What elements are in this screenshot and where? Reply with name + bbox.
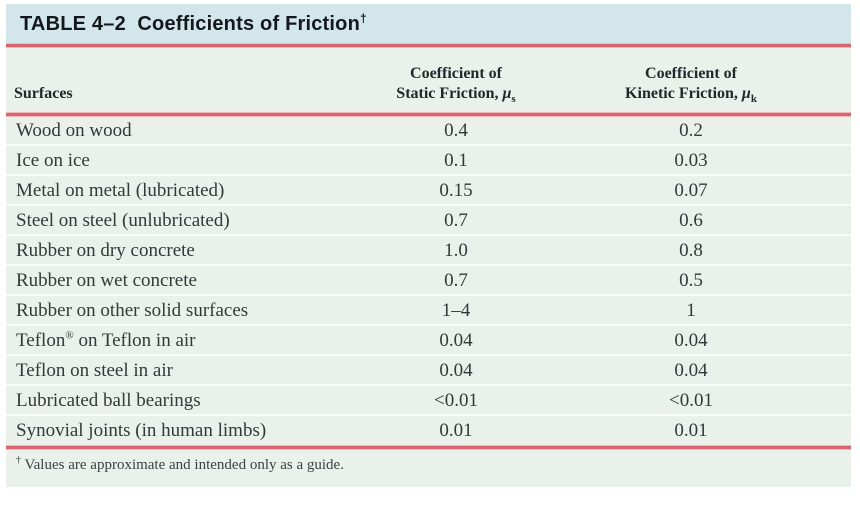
surface-name: Synovial joints (in human limbs) (16, 420, 267, 441)
surface-name: Lubricated ball bearings (16, 390, 201, 411)
table-row: Lubricated ball bearings <0.01 <0.01 (6, 386, 851, 416)
top-rule (6, 44, 851, 47)
surface-name: Steel on steel (unlubricated) (16, 210, 230, 231)
static-header-line2: Static Friction, (396, 85, 503, 102)
table-row: Synovial joints (in human limbs) 0.01 0.01 (6, 416, 851, 446)
surface-name: Rubber on dry concrete (16, 240, 195, 261)
header-rule (6, 113, 851, 116)
table-row: Rubber on dry concrete 1.0 0.8 (6, 236, 851, 266)
table-title: TABLE 4–2 Coefficients of Friction† (20, 10, 367, 36)
column-header-kinetic-friction: Coefficient of Kinetic Friction, μk (576, 64, 806, 106)
footnote-text: Values are approximate and intended only… (24, 457, 344, 473)
table-row: Rubber on wet concrete 0.7 0.5 (6, 266, 851, 296)
surface-name: Wood on wood (16, 120, 132, 141)
static-friction-value: 0.04 (439, 330, 473, 351)
surface-name: Rubber on wet concrete (16, 270, 197, 291)
footnote: † Values are approximate and intended on… (16, 455, 344, 474)
kinetic-header-line2: Kinetic Friction, (625, 85, 742, 102)
table-row: Ice on ice 0.1 0.03 (6, 146, 851, 176)
table-footnote-area: † Values are approximate and intended on… (6, 449, 851, 487)
table-row: Teflon on steel in air 0.04 0.04 (6, 356, 851, 386)
table-title-bar: TABLE 4–2 Coefficients of Friction† (6, 4, 851, 44)
bottom-rule (6, 446, 851, 449)
column-header-static-friction: Coefficient of Static Friction, μs (336, 64, 576, 106)
table-body: Wood on wood 0.4 0.2 Ice on ice 0.1 0.03 Metal… (6, 116, 851, 446)
kinetic-friction-value: 0.8 (679, 240, 703, 261)
kinetic-friction-value: 0.01 (674, 420, 708, 441)
kinetic-mu-symbol: μ (741, 85, 751, 102)
kinetic-friction-value: 0.04 (674, 360, 708, 381)
static-friction-value: 0.1 (444, 150, 468, 171)
table-row: Rubber on other solid surfaces 1–4 1 (6, 296, 851, 326)
surface-name: Teflon® on Teflon in air (16, 329, 196, 351)
table-row: Wood on wood 0.4 0.2 (6, 116, 851, 146)
kinetic-friction-value: 0.04 (674, 330, 708, 351)
table-row: Steel on steel (unlubricated) 0.7 0.6 (6, 206, 851, 236)
title-dagger-marker: † (360, 10, 367, 25)
column-header-surfaces: Surfaces (14, 85, 73, 102)
static-friction-value: 0.7 (444, 270, 468, 291)
table-header-row: Surfaces Coefficient of Static Friction,… (6, 47, 851, 113)
surface-name: Ice on ice (16, 150, 90, 171)
static-mu-symbol: μ (502, 85, 512, 102)
registered-trademark-marker: ® (65, 329, 74, 342)
table-title-text: TABLE 4–2 Coefficients of Friction (20, 12, 360, 35)
kinetic-friction-value: 0.2 (679, 120, 703, 141)
kinetic-friction-value: <0.01 (669, 390, 713, 411)
friction-table: TABLE 4–2 Coefficients of Friction† Surf… (6, 4, 851, 507)
static-header-line1: Coefficient of (410, 65, 502, 82)
kinetic-mu-subscript: k (750, 93, 757, 106)
kinetic-header-line1: Coefficient of (645, 65, 737, 82)
kinetic-friction-value: 0.03 (674, 150, 708, 171)
kinetic-friction-value: 0.6 (679, 210, 703, 231)
footnote-dagger-marker: † (16, 455, 21, 466)
table-row: Metal on metal (lubricated) 0.15 0.07 (6, 176, 851, 206)
static-friction-value: 1–4 (441, 300, 471, 321)
static-mu-subscript: s (511, 93, 516, 106)
static-friction-value: <0.01 (434, 390, 478, 411)
surface-name: Metal on metal (lubricated) (16, 180, 225, 201)
static-friction-value: 0.01 (439, 420, 473, 441)
static-friction-value: 0.04 (439, 360, 473, 381)
kinetic-friction-value: 0.5 (679, 270, 703, 291)
surface-name: Rubber on other solid surfaces (16, 300, 249, 321)
kinetic-friction-value: 0.07 (674, 180, 708, 201)
static-friction-value: 1.0 (444, 240, 468, 261)
static-friction-value: 0.4 (444, 120, 468, 141)
static-friction-value: 0.7 (444, 210, 468, 231)
kinetic-friction-value: 1 (686, 300, 696, 321)
surface-name: Teflon on steel in air (16, 360, 173, 381)
static-friction-value: 0.15 (439, 180, 473, 201)
table-row: Teflon® on Teflon in air 0.04 0.04 (6, 326, 851, 356)
